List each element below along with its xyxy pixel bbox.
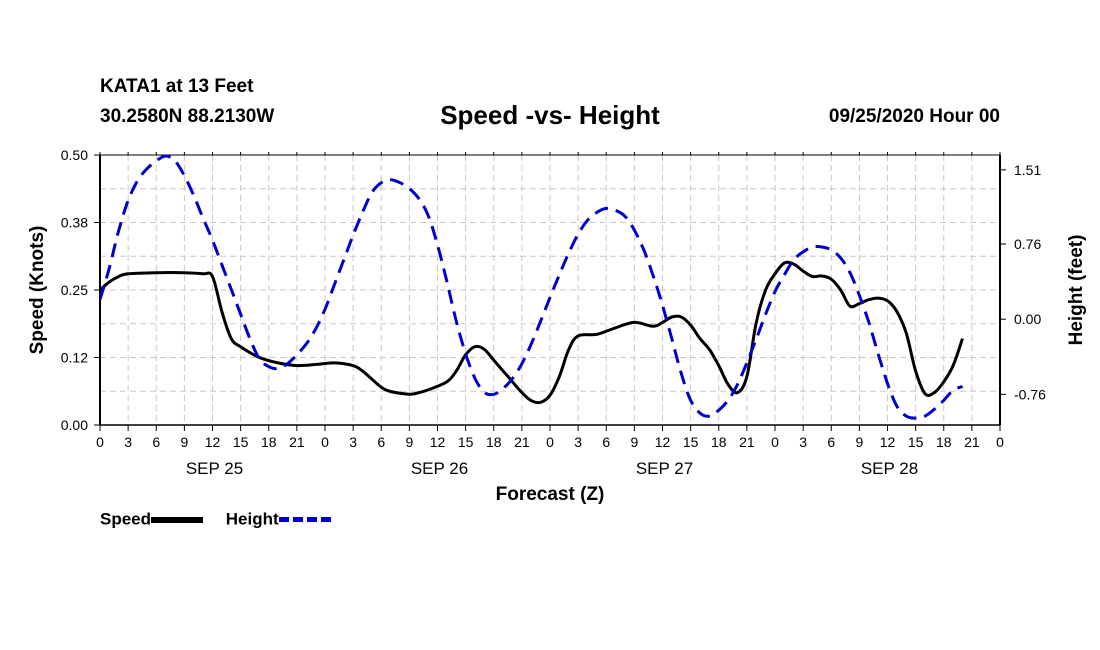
x-tick-label: 21 xyxy=(739,434,755,450)
x-tick-label: 15 xyxy=(233,434,249,450)
y2-tick-label: 0.76 xyxy=(1014,236,1041,252)
x-tick-label: 3 xyxy=(574,434,582,450)
x-tick-label: 9 xyxy=(405,434,413,450)
grid-lines xyxy=(100,155,1000,425)
x-tick-label: 6 xyxy=(377,434,385,450)
x-tick-label: 0 xyxy=(546,434,554,450)
legend-height-swatch xyxy=(278,517,331,523)
x-tick-label: 21 xyxy=(964,434,980,450)
legend-height-label: Height xyxy=(225,509,279,529)
x-tick-label: 0 xyxy=(96,434,104,450)
coordinates-label: 30.2580N 88.2130W xyxy=(100,106,275,127)
y2-tick-label: 1.51 xyxy=(1014,162,1041,178)
forecast-datetime: 09/25/2020 Hour 00 xyxy=(828,106,1000,127)
legend-item-height: Height xyxy=(226,509,331,530)
y-tick-label: 0.25 xyxy=(61,282,88,298)
x-tick-label: 21 xyxy=(289,434,305,450)
x-tick-label: 3 xyxy=(349,434,357,450)
x-tick-label: 3 xyxy=(799,434,807,450)
x-tick-label: 6 xyxy=(152,434,160,450)
y-tick-label: 0.38 xyxy=(61,215,88,231)
x-tick-label: 0 xyxy=(321,434,329,450)
x-day-label: SEP 25 xyxy=(186,459,243,478)
x-day-label: SEP 27 xyxy=(636,459,693,478)
chart-title: Speed -vs- Height xyxy=(440,100,660,130)
x-tick-label: 9 xyxy=(855,434,863,450)
x-tick-label: 15 xyxy=(683,434,699,450)
y2-tick-label: -0.76 xyxy=(1014,386,1046,402)
legend-item-speed: Speed xyxy=(100,509,204,530)
x-axis-title: Forecast (Z) xyxy=(496,484,605,505)
legend-speed-label: Speed xyxy=(100,509,152,529)
legend-speed-swatch xyxy=(151,516,204,523)
x-tick-label: 21 xyxy=(514,434,530,450)
y2-tick-label: 0.00 xyxy=(1014,311,1041,327)
x-tick-label: 12 xyxy=(205,434,221,450)
x-tick-label: 18 xyxy=(261,434,277,450)
y-axis-title: Speed (Knots) xyxy=(27,226,48,355)
x-tick-label: 15 xyxy=(908,434,924,450)
x-tick-label: 6 xyxy=(827,434,835,450)
x-tick-label: 0 xyxy=(996,434,1004,450)
y-tick-label: 0.12 xyxy=(61,350,88,366)
x-tick-label: 6 xyxy=(602,434,610,450)
x-tick-label: 18 xyxy=(486,434,502,450)
legend: Speed Height xyxy=(100,509,349,530)
series-line-height xyxy=(100,154,964,420)
x-day-label: SEP 26 xyxy=(411,459,468,478)
x-tick-label: 18 xyxy=(936,434,952,450)
y-tick-label: 0.00 xyxy=(61,417,88,433)
y-tick-label: 0.50 xyxy=(61,147,88,163)
station-label: KATA1 at 13 Feet xyxy=(100,76,254,97)
x-tick-label: 9 xyxy=(180,434,188,450)
x-tick-label: 15 xyxy=(458,434,474,450)
y2-axis-title: Height (feet) xyxy=(1066,235,1087,346)
x-tick-label: 18 xyxy=(711,434,727,450)
x-tick-label: 3 xyxy=(124,434,132,450)
x-tick-label: 0 xyxy=(771,434,779,450)
x-tick-label: 12 xyxy=(430,434,446,450)
x-tick-label: 12 xyxy=(880,434,896,450)
x-tick-label: 9 xyxy=(630,434,638,450)
x-tick-label: 12 xyxy=(655,434,671,450)
x-day-label: SEP 28 xyxy=(861,459,918,478)
